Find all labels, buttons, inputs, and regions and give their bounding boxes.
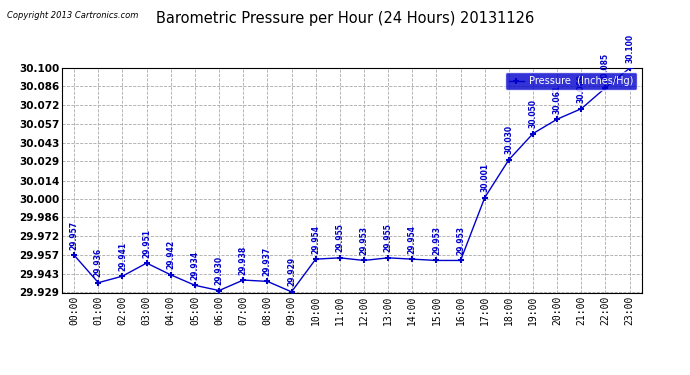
Text: 29.955: 29.955 — [335, 224, 344, 252]
Text: Copyright 2013 Cartronics.com: Copyright 2013 Cartronics.com — [7, 11, 138, 20]
Text: 29.930: 29.930 — [215, 256, 224, 285]
Text: 29.936: 29.936 — [94, 248, 103, 277]
Text: 29.929: 29.929 — [287, 257, 296, 286]
Text: Barometric Pressure per Hour (24 Hours) 20131126: Barometric Pressure per Hour (24 Hours) … — [156, 11, 534, 26]
Text: 29.934: 29.934 — [190, 251, 199, 280]
Text: 29.938: 29.938 — [239, 245, 248, 274]
Text: 29.953: 29.953 — [432, 226, 441, 255]
Text: 30.085: 30.085 — [601, 53, 610, 82]
Text: 29.951: 29.951 — [142, 228, 151, 258]
Text: 29.937: 29.937 — [263, 247, 272, 276]
Text: 30.061: 30.061 — [553, 84, 562, 114]
Text: 29.941: 29.941 — [118, 242, 127, 271]
Text: 29.953: 29.953 — [456, 226, 465, 255]
Text: 30.100: 30.100 — [625, 33, 634, 63]
Text: 29.953: 29.953 — [359, 226, 368, 255]
Text: 30.001: 30.001 — [480, 163, 489, 192]
Text: 30.050: 30.050 — [529, 99, 538, 128]
Text: 30.069: 30.069 — [577, 74, 586, 103]
Text: 30.030: 30.030 — [504, 125, 513, 154]
Legend: Pressure  (Inches/Hg): Pressure (Inches/Hg) — [505, 72, 637, 90]
Text: 29.942: 29.942 — [166, 240, 175, 269]
Text: 29.954: 29.954 — [311, 225, 320, 254]
Text: 29.957: 29.957 — [70, 220, 79, 250]
Text: 29.954: 29.954 — [408, 225, 417, 254]
Text: 29.955: 29.955 — [384, 224, 393, 252]
